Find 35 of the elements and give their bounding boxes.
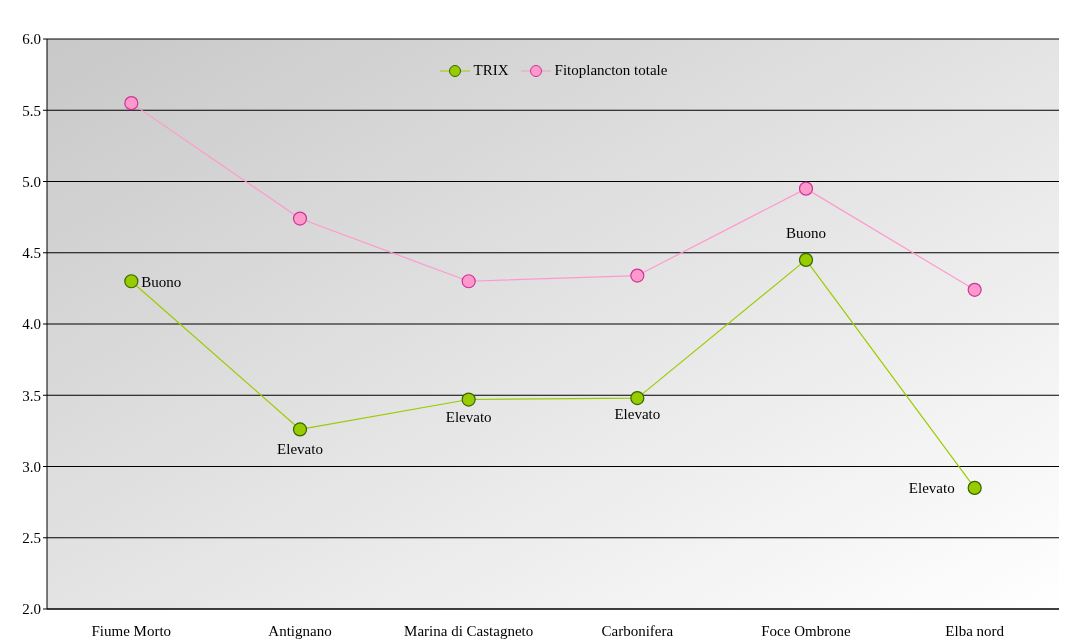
y-tick-label: 3.0 — [22, 458, 41, 475]
x-tick-label: Antignano — [268, 622, 332, 639]
point — [124, 96, 139, 111]
x-tick-label: Foce Ombrone — [761, 622, 852, 639]
y-tick-label: 2.5 — [22, 530, 41, 547]
legend-label: TRIX — [473, 62, 509, 79]
y-tick-label: 5.0 — [22, 173, 41, 190]
annotation: Elevato — [908, 480, 955, 497]
y-tick-label: 3.5 — [22, 387, 41, 404]
point — [967, 480, 982, 495]
legend-label: Fitoplancton totale — [554, 62, 668, 79]
point — [461, 274, 476, 289]
x-tick-label: Marina di Castagneto — [404, 622, 534, 639]
point — [461, 392, 476, 407]
point — [967, 282, 982, 297]
annotation: Buono — [785, 224, 827, 241]
point — [292, 422, 308, 437]
y-tick-label: 6.0 — [22, 31, 41, 48]
y-tick-label: 4.5 — [22, 245, 41, 262]
annotation: Buono — [141, 273, 182, 290]
y-tick-label: 2.0 — [22, 601, 41, 618]
x-tick-label: Elba nord — [945, 622, 1005, 639]
y-tick-label: 4.0 — [22, 316, 41, 333]
annotation: Elevato — [445, 409, 492, 426]
point — [124, 274, 139, 289]
annotation: Elevato — [277, 441, 323, 458]
point — [292, 211, 308, 226]
x-tick-label: Carbonifera — [601, 622, 674, 639]
annotation: Elevato — [614, 405, 661, 422]
point — [798, 181, 814, 196]
point — [630, 391, 645, 406]
point — [630, 268, 645, 283]
x-tick-label: Fiume Morto — [91, 622, 172, 639]
point — [798, 252, 814, 267]
y-tick-label: 5.5 — [22, 102, 41, 119]
